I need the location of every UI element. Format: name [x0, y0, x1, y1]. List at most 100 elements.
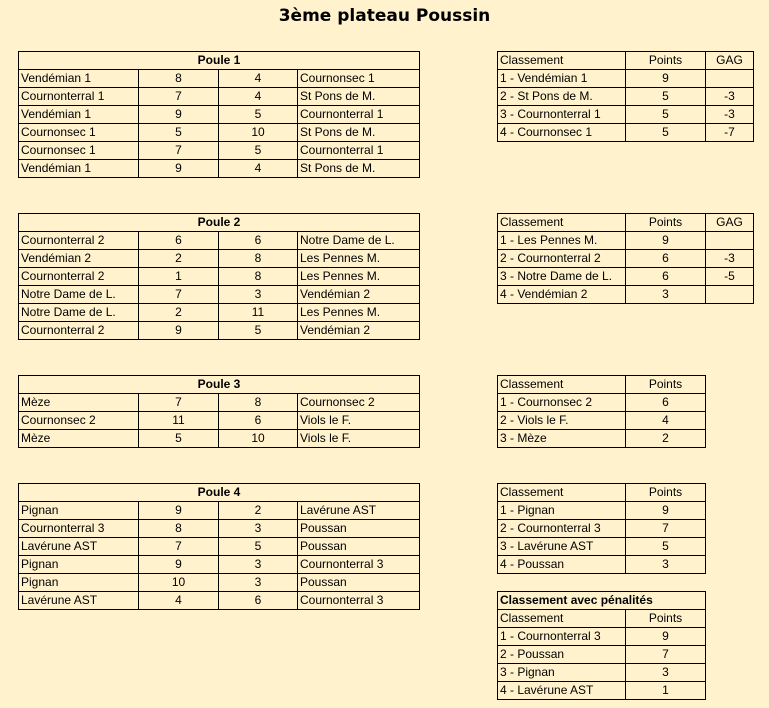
- away-team[interactable]: St Pons de M.: [297, 87, 420, 106]
- away-score[interactable]: 8: [218, 249, 298, 268]
- home-team[interactable]: Mèze: [18, 429, 139, 448]
- team-rank[interactable]: 4 - Cournonsec 1: [497, 123, 626, 142]
- home-score[interactable]: 9: [138, 159, 219, 178]
- column-header[interactable]: Points: [625, 483, 706, 502]
- home-team[interactable]: Lavérune AST: [18, 591, 139, 610]
- points[interactable]: 5: [625, 87, 706, 106]
- points[interactable]: 3: [625, 285, 706, 304]
- home-score[interactable]: 7: [138, 141, 219, 160]
- team-rank[interactable]: 3 - Cournonterral 1: [497, 105, 626, 124]
- away-team[interactable]: Cournonterral 1: [297, 141, 420, 160]
- team-rank[interactable]: 1 - Cournonterral 3: [497, 627, 626, 646]
- poule-title[interactable]: Poule 1: [18, 51, 420, 70]
- column-header[interactable]: Points: [625, 609, 706, 628]
- away-score[interactable]: 5: [218, 141, 298, 160]
- team-rank[interactable]: 2 - Viols le F.: [497, 411, 626, 430]
- home-team[interactable]: Cournonsec 1: [18, 123, 139, 142]
- away-team[interactable]: Les Pennes M.: [297, 267, 420, 286]
- points[interactable]: 7: [625, 645, 706, 664]
- home-score[interactable]: 11: [138, 411, 219, 430]
- gag[interactable]: [705, 285, 754, 304]
- points[interactable]: 3: [625, 663, 706, 682]
- home-score[interactable]: 9: [138, 321, 219, 340]
- home-score[interactable]: 6: [138, 231, 219, 250]
- gag[interactable]: -7: [705, 123, 754, 142]
- classement-title[interactable]: Classement avec pénalités: [497, 591, 706, 610]
- away-team[interactable]: Vendémian 2: [297, 321, 420, 340]
- home-team[interactable]: Cournonterral 2: [18, 231, 139, 250]
- home-team[interactable]: Vendémian 1: [18, 159, 139, 178]
- away-score[interactable]: 3: [218, 285, 298, 304]
- team-rank[interactable]: 3 - Mèze: [497, 429, 626, 448]
- points[interactable]: 9: [625, 501, 706, 520]
- team-rank[interactable]: 1 - Vendémian 1: [497, 69, 626, 88]
- away-score[interactable]: 10: [218, 429, 298, 448]
- home-score[interactable]: 5: [138, 123, 219, 142]
- points[interactable]: 9: [625, 627, 706, 646]
- away-score[interactable]: 5: [218, 321, 298, 340]
- home-score[interactable]: 1: [138, 267, 219, 286]
- points[interactable]: 5: [625, 123, 706, 142]
- home-team[interactable]: Mèze: [18, 393, 139, 412]
- home-score[interactable]: 7: [138, 87, 219, 106]
- home-score[interactable]: 2: [138, 249, 219, 268]
- team-rank[interactable]: 2 - St Pons de M.: [497, 87, 626, 106]
- away-team[interactable]: Cournonsec 1: [297, 69, 420, 88]
- home-score[interactable]: 8: [138, 519, 219, 538]
- column-header[interactable]: Classement: [497, 375, 626, 394]
- home-score[interactable]: 2: [138, 303, 219, 322]
- away-score[interactable]: 6: [218, 591, 298, 610]
- column-header[interactable]: Classement: [497, 213, 626, 232]
- away-team[interactable]: Cournonterral 3: [297, 591, 420, 610]
- away-score[interactable]: 8: [218, 267, 298, 286]
- team-rank[interactable]: 1 - Les Pennes M.: [497, 231, 626, 250]
- home-score[interactable]: 4: [138, 591, 219, 610]
- home-score[interactable]: 7: [138, 285, 219, 304]
- home-score[interactable]: 5: [138, 429, 219, 448]
- away-team[interactable]: Lavérune AST: [297, 501, 420, 520]
- home-team[interactable]: Pignan: [18, 501, 139, 520]
- gag[interactable]: -3: [705, 87, 754, 106]
- team-rank[interactable]: 2 - Poussan: [497, 645, 626, 664]
- away-score[interactable]: 8: [218, 393, 298, 412]
- away-score[interactable]: 6: [218, 411, 298, 430]
- points[interactable]: 4: [625, 411, 706, 430]
- away-score[interactable]: 3: [218, 573, 298, 592]
- home-score[interactable]: 7: [138, 537, 219, 556]
- away-team[interactable]: Poussan: [297, 537, 420, 556]
- away-score[interactable]: 5: [218, 105, 298, 124]
- home-score[interactable]: 9: [138, 105, 219, 124]
- team-rank[interactable]: 2 - Cournonterral 3: [497, 519, 626, 538]
- home-team[interactable]: Vendémian 1: [18, 105, 139, 124]
- gag[interactable]: -5: [705, 267, 754, 286]
- team-rank[interactable]: 4 - Poussan: [497, 555, 626, 574]
- points[interactable]: 9: [625, 231, 706, 250]
- away-team[interactable]: Les Pennes M.: [297, 249, 420, 268]
- points[interactable]: 6: [625, 393, 706, 412]
- home-team[interactable]: Pignan: [18, 555, 139, 574]
- team-rank[interactable]: 3 - Pignan: [497, 663, 626, 682]
- home-team[interactable]: Cournonterral 1: [18, 87, 139, 106]
- column-header[interactable]: Classement: [497, 51, 626, 70]
- home-score[interactable]: 8: [138, 69, 219, 88]
- home-team[interactable]: Pignan: [18, 573, 139, 592]
- away-score[interactable]: 10: [218, 123, 298, 142]
- poule-title[interactable]: Poule 4: [18, 483, 420, 502]
- home-score[interactable]: 9: [138, 555, 219, 574]
- points[interactable]: 5: [625, 537, 706, 556]
- gag[interactable]: -3: [705, 105, 754, 124]
- column-header[interactable]: Classement: [497, 609, 626, 628]
- column-header[interactable]: Points: [625, 51, 706, 70]
- away-team[interactable]: Cournonterral 3: [297, 555, 420, 574]
- away-score[interactable]: 6: [218, 231, 298, 250]
- away-team[interactable]: Poussan: [297, 573, 420, 592]
- points[interactable]: 6: [625, 249, 706, 268]
- points[interactable]: 7: [625, 519, 706, 538]
- team-rank[interactable]: 3 - Lavérune AST: [497, 537, 626, 556]
- away-score[interactable]: 4: [218, 159, 298, 178]
- column-header[interactable]: Classement: [497, 483, 626, 502]
- points[interactable]: 9: [625, 69, 706, 88]
- away-team[interactable]: Cournonterral 1: [297, 105, 420, 124]
- gag[interactable]: [705, 231, 754, 250]
- points[interactable]: 1: [625, 681, 706, 700]
